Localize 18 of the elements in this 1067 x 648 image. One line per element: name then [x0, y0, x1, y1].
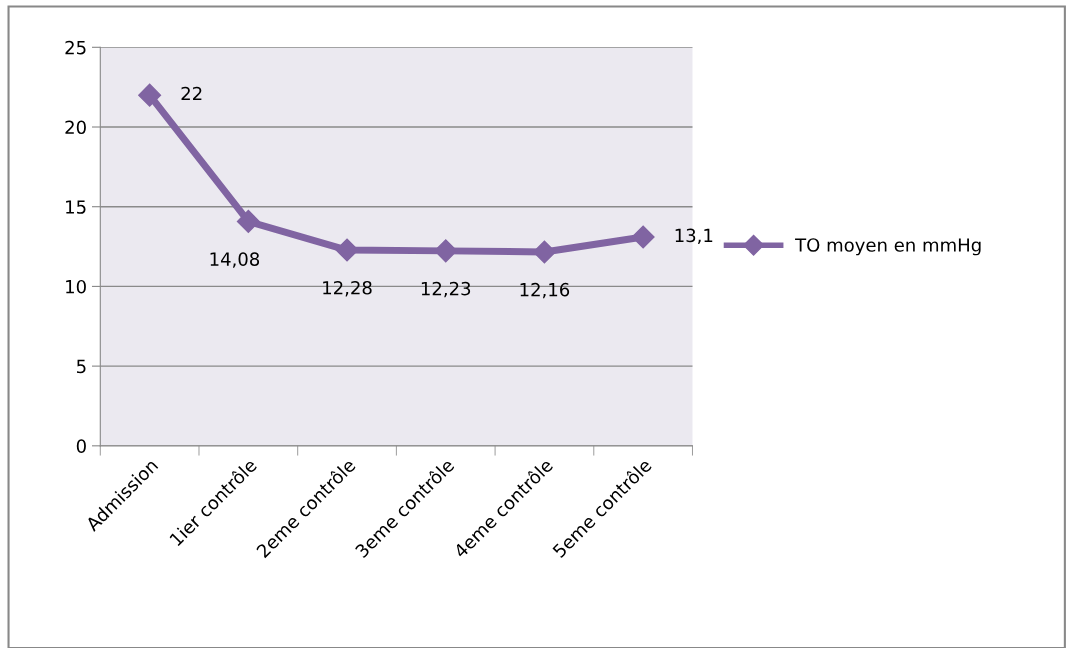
point — [631, 225, 655, 249]
data-label: 22 — [181, 86, 202, 101]
y-tick-label: 5 — [77, 359, 86, 374]
point — [434, 239, 458, 263]
point — [236, 209, 260, 233]
data-label: 13,1 — [675, 228, 713, 245]
point — [335, 238, 359, 262]
data-label: 14,08 — [210, 252, 260, 268]
y-tick-label: 0 — [76, 439, 86, 453]
y-tick-label: 25 — [65, 40, 86, 55]
legend-label: TO moyen en mmHg — [795, 238, 981, 256]
data-label: 12,16 — [520, 282, 570, 299]
y-tick-label: 10 — [66, 279, 86, 294]
y-tick-label: 15 — [66, 200, 86, 214]
data-label: 12,23 — [421, 281, 471, 298]
data-label: 12,28 — [323, 280, 372, 297]
point — [138, 83, 162, 107]
y-tick-label: 20 — [65, 120, 86, 135]
